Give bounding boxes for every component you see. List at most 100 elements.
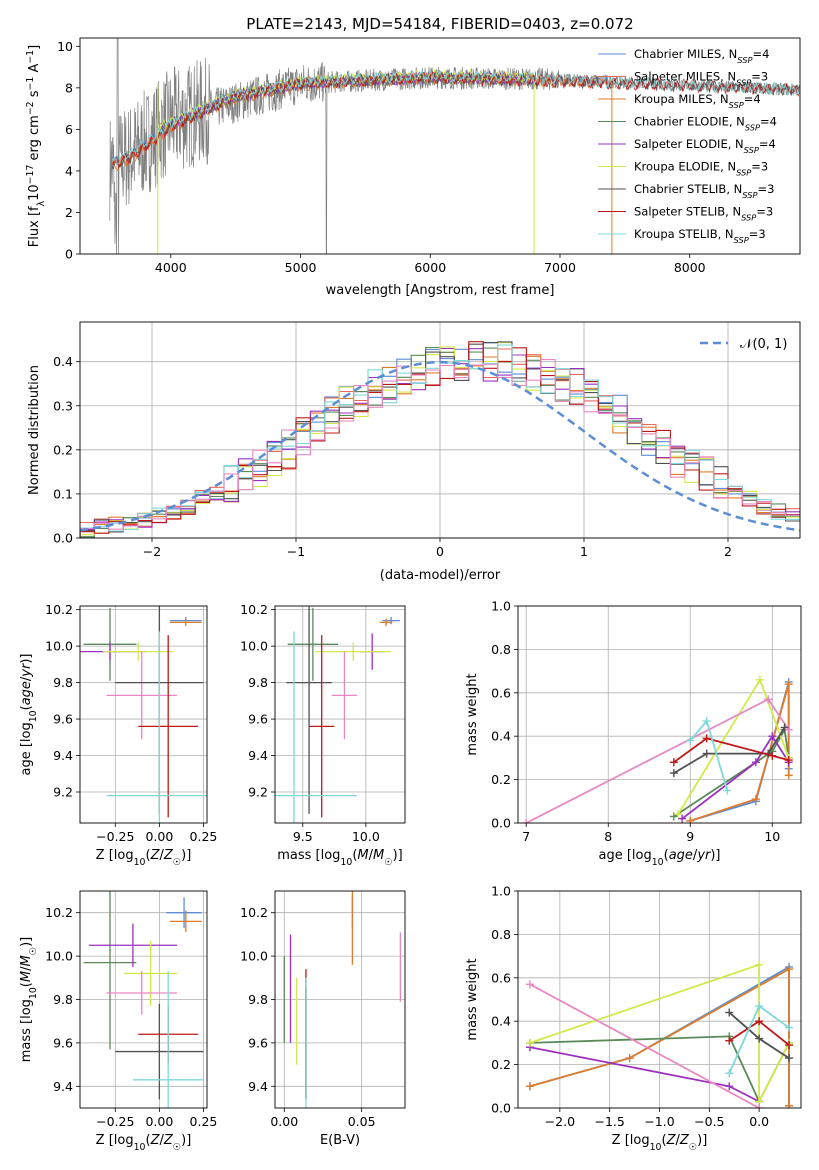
model-line-9 bbox=[112, 69, 800, 166]
y-tick-label: 10.0 bbox=[45, 639, 73, 654]
x-tick-label: 1 bbox=[580, 544, 588, 559]
residual-axes: −2 −1 0 1 2 0.0 0.1 0.2 0.3 0.4 (data-model)/error… bbox=[27, 321, 801, 583]
weight-line-8 bbox=[673, 737, 789, 763]
y-tick-label: 10.0 bbox=[45, 949, 73, 964]
mass-vs-Z-axes: −0.25 0.00 0.25 9.4 9.6 9.8 10.0 10.2 Z [log10(Z… bbox=[19, 890, 218, 1153]
mass-vs-Z-axes-x-axis-label: Z [log10(Z/Z☉)] bbox=[96, 1133, 192, 1153]
legend-entry: Salpeter MILES, NSSP=3 bbox=[634, 70, 768, 88]
age-vs-mass-axes-x-axis-label: mass [log10(M/M☉)] bbox=[277, 848, 403, 868]
x-tick-label: 8000 bbox=[674, 260, 706, 275]
x-tick-label: 6000 bbox=[414, 260, 446, 275]
weight-line-4 bbox=[681, 734, 790, 820]
weight-vs-Z-axes-x-axis-label: Z [log10(Z/Z☉)] bbox=[612, 1133, 708, 1153]
model-line-7 bbox=[111, 71, 800, 170]
y-tick-label: 10.2 bbox=[45, 905, 73, 920]
y-tick-label: 10.2 bbox=[240, 602, 268, 617]
legend-entry: Kroupa MILES, NSSP=4 bbox=[634, 92, 761, 110]
y-tick-label: 9.4 bbox=[248, 748, 268, 763]
y-tick-label: 4 bbox=[65, 163, 73, 178]
y-tick-label: 0.8 bbox=[491, 927, 511, 942]
x-tick-label: 8 bbox=[604, 829, 612, 844]
y-tick-label: 10 bbox=[57, 39, 73, 54]
weight-vs-age-axes: 7 8 9 10 0.0 0.2 0.4 0.6 0.8 1.0 age [log10(age/yr… bbox=[465, 599, 802, 868]
x-tick-label: 0.05 bbox=[348, 1114, 376, 1129]
mass-vs-ebv-axes-plot-area bbox=[283, 891, 402, 1108]
weight-line-5 bbox=[529, 963, 790, 1102]
legend-entry: Salpeter STELIB, NSSP=3 bbox=[634, 205, 773, 223]
y-tick-label: 9.6 bbox=[53, 712, 73, 727]
weight-line-7 bbox=[673, 727, 786, 774]
x-tick-label: 7 bbox=[522, 829, 530, 844]
y-tick-label: 9.8 bbox=[53, 992, 73, 1007]
age-vs-Z-axes-x-axis-label: Z [log10(Z/Z☉)] bbox=[96, 848, 192, 868]
weight-line-3 bbox=[673, 726, 790, 818]
x-tick-label: −0.25 bbox=[96, 1114, 134, 1129]
weight-vs-age-axes-x-axis-label: age [log10(age/yr)] bbox=[598, 848, 720, 868]
y-tick-label: 10.0 bbox=[240, 639, 268, 654]
residual-axes-plot-area bbox=[80, 341, 800, 538]
x-tick-label: 10.0 bbox=[352, 829, 380, 844]
legend-entry: Chabrier STELIB, NSSP=3 bbox=[634, 182, 774, 200]
y-tick-label: 0.0 bbox=[491, 816, 511, 831]
spectrum-axes: 4000 5000 6000 7000 8000 0 2 4 6 8 10 wavelength [A… bbox=[25, 37, 801, 298]
x-tick-label: 4000 bbox=[155, 260, 187, 275]
weight-vs-age-axes-frame bbox=[517, 605, 802, 824]
spectrum-axes-plot-area bbox=[109, 38, 800, 254]
y-tick-label: 9.2 bbox=[53, 785, 73, 800]
legend-entry-normal: 𝒩(0, 1) bbox=[740, 337, 787, 352]
x-tick-label: −0.25 bbox=[96, 829, 134, 844]
weight-vs-age-axes-plot-area bbox=[522, 675, 793, 823]
histogram-8 bbox=[80, 341, 800, 538]
y-tick-label: 0.4 bbox=[53, 354, 73, 369]
model-line-6 bbox=[157, 67, 535, 135]
x-tick-label: 0.25 bbox=[190, 829, 218, 844]
x-tick-label: 0.00 bbox=[270, 1114, 298, 1129]
age-vs-Z-axes-plot-area bbox=[80, 606, 207, 823]
legend-entry: Kroupa ELODIE, NSSP=3 bbox=[634, 160, 768, 178]
y-tick-label: 0.2 bbox=[53, 442, 73, 457]
mass-vs-Z-axes-y-axis-label: mass [log10(M/M☉)] bbox=[19, 937, 39, 1063]
age-vs-mass-axes-plot-area bbox=[275, 606, 400, 823]
weight-vs-age-axes-y-axis-label: mass weight bbox=[465, 673, 480, 755]
x-tick-label: 5000 bbox=[285, 260, 317, 275]
spectrum-axes-frame bbox=[79, 37, 801, 255]
x-tick-label: −1 bbox=[287, 544, 305, 559]
mass-vs-ebv-axes: 0.00 0.05 9.4 9.6 9.8 10.0 10.2 E(B-V) bbox=[240, 890, 406, 1148]
x-tick-label: 0.25 bbox=[190, 1114, 218, 1129]
y-tick-label: 0.3 bbox=[53, 398, 73, 413]
x-tick-label: 9 bbox=[686, 829, 694, 844]
weight-vs-Z-axes: −2.0 −1.5 −1.0 −0.5 0.0 0.0 0.2 0.4 0.6 0.8 1.0 Z [… bbox=[465, 884, 802, 1153]
x-tick-label: 0.00 bbox=[145, 829, 173, 844]
y-tick-label: 0.6 bbox=[491, 685, 511, 700]
y-tick-label: 0.8 bbox=[491, 642, 511, 657]
mass-vs-Z-axes-plot-area bbox=[83, 891, 204, 1108]
spectrum-x-axis-label: wavelength [Angstrom, rest frame] bbox=[326, 283, 555, 298]
y-tick-label: 10.2 bbox=[240, 905, 268, 920]
x-tick-label: −1.5 bbox=[594, 1114, 624, 1129]
y-tick-label: 8 bbox=[65, 80, 73, 95]
age-vs-mass-axes-frame bbox=[274, 605, 406, 824]
x-tick-label: 10 bbox=[764, 829, 780, 844]
spectrum-y-axis-label: Flux [fλ10−17 erg cm−2 s−1 A−1] bbox=[25, 45, 47, 247]
x-tick-label: 2 bbox=[724, 544, 732, 559]
x-tick-label: 0 bbox=[436, 544, 444, 559]
histogram-10 bbox=[80, 359, 800, 538]
x-tick-label: 7000 bbox=[544, 260, 576, 275]
spectrum-title: PLATE=2143, MJD=54184, FIBERID=0403, z=0… bbox=[246, 15, 633, 33]
age-vs-Z-axes-y-axis-label: age [log10(age/yr)] bbox=[19, 653, 39, 775]
x-tick-label: 9.5 bbox=[293, 829, 313, 844]
y-tick-label: 9.6 bbox=[248, 1035, 268, 1050]
weight-vs-Z-axes-plot-area bbox=[525, 960, 794, 1108]
age-vs-Z-axes: −0.25 0.00 0.25 9.2 9.4 9.6 9.8 10.0 10.2 Z [log1… bbox=[19, 602, 218, 868]
weight-line-2 bbox=[529, 967, 790, 1106]
x-tick-label: −1.0 bbox=[644, 1114, 674, 1129]
legend-entry: Salpeter ELODIE, NSSP=4 bbox=[634, 137, 776, 155]
y-tick-label: 2 bbox=[65, 205, 73, 220]
x-tick-label: 0.0 bbox=[749, 1114, 769, 1129]
legend-entry: Kroupa STELIB, NSSP=3 bbox=[634, 227, 766, 245]
y-tick-label: 0.4 bbox=[491, 729, 511, 744]
weight-vs-Z-axes-y-axis-label: mass weight bbox=[465, 958, 480, 1040]
legend-entry: Chabrier ELODIE, NSSP=4 bbox=[634, 115, 777, 133]
y-tick-label: 0.1 bbox=[53, 486, 73, 501]
